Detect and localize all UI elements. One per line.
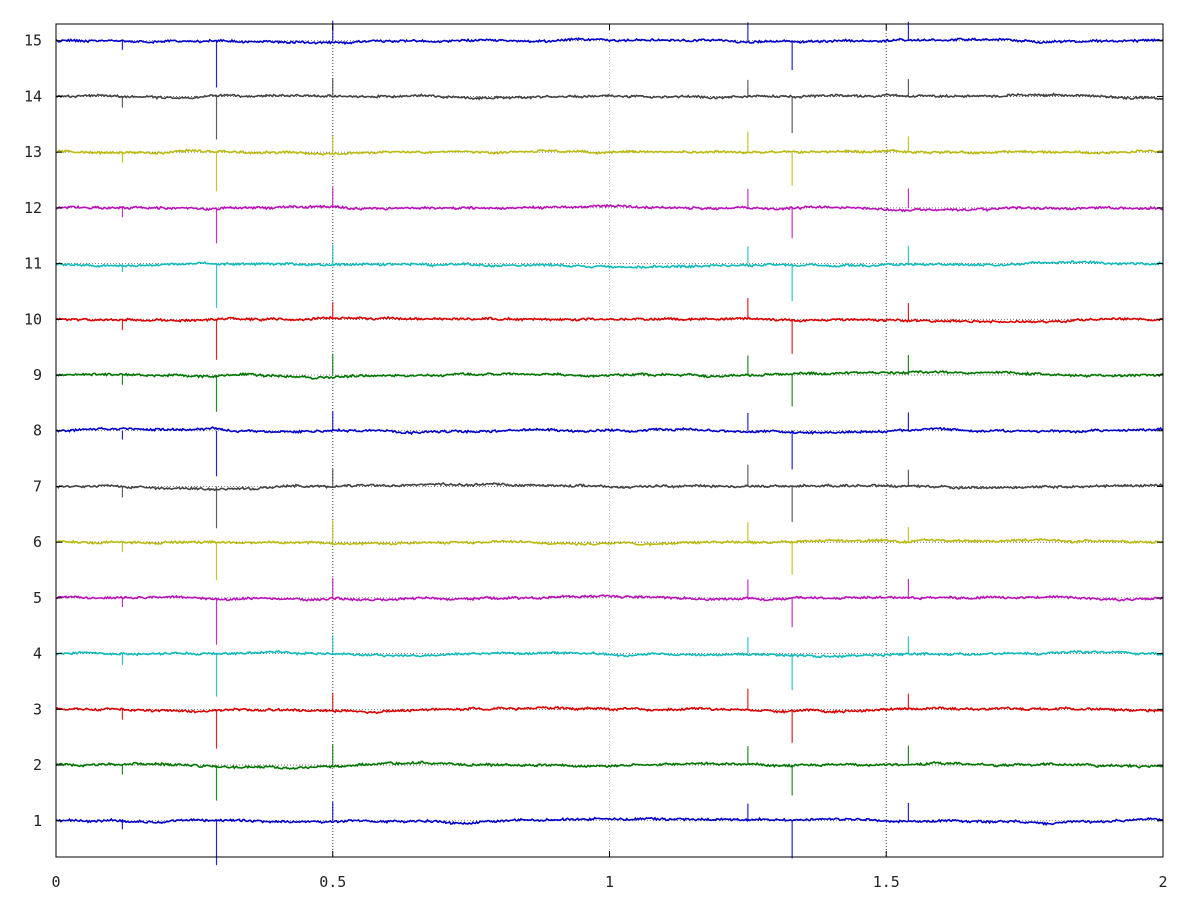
- y-tick-label: 2: [33, 756, 42, 774]
- x-tick-label: 1.5: [873, 873, 900, 891]
- y-tick-label: 8: [33, 422, 42, 440]
- series-line: [55, 92, 1164, 101]
- y-tick-label: 4: [33, 645, 42, 663]
- series-line: [55, 816, 1164, 826]
- series-line: [55, 260, 1164, 270]
- y-tick-label: 11: [24, 255, 42, 273]
- y-tick-label: 10: [24, 310, 42, 328]
- series-line: [55, 705, 1164, 715]
- series-layer: [55, 20, 1164, 866]
- y-tick-label: 1: [33, 812, 42, 830]
- x-tick-label: 1: [605, 873, 614, 891]
- x-tick-label: 0.5: [319, 873, 346, 891]
- series-line: [55, 148, 1164, 157]
- series-line: [55, 760, 1164, 770]
- y-tick-label: 5: [33, 589, 42, 607]
- series-line: [55, 203, 1164, 213]
- series-line: [55, 594, 1164, 602]
- series-line: [55, 537, 1164, 547]
- x-tick-label: 0: [51, 873, 60, 891]
- y-tick-label: 14: [24, 87, 42, 105]
- x-tick-label: 2: [1158, 873, 1167, 891]
- y-tick-label: 9: [33, 366, 42, 384]
- y-tick-label: 15: [24, 32, 42, 50]
- y-tick-label: 3: [33, 700, 42, 718]
- y-tick-label: 7: [33, 477, 42, 495]
- grid-layer: [332, 24, 887, 857]
- y-tick-label: 6: [33, 533, 42, 551]
- series-line: [55, 369, 1164, 380]
- y-tick-label: 13: [24, 143, 42, 161]
- series-line: [55, 481, 1164, 492]
- series-line: [55, 36, 1164, 46]
- tick-layer: [55, 24, 1164, 857]
- series-line: [55, 426, 1164, 436]
- series-line: [55, 315, 1164, 324]
- y-tick-label: 12: [24, 199, 42, 217]
- series-line: [55, 649, 1164, 659]
